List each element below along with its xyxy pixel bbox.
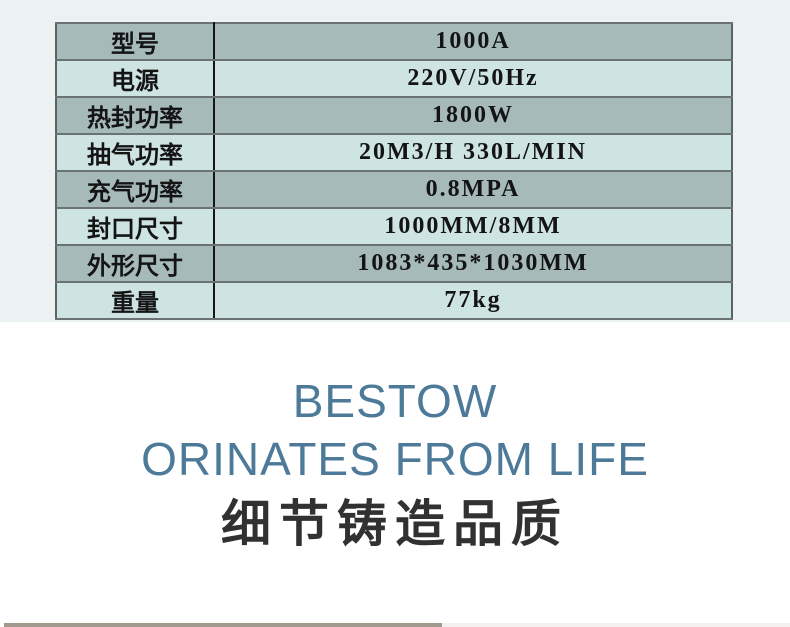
- spec-row-inflation-power: 充气功率 0.8MPA: [56, 170, 732, 209]
- next-section-edge-dark: [4, 623, 442, 627]
- spec-value: 220V/50Hz: [214, 59, 732, 98]
- spec-value: 77kg: [214, 281, 732, 320]
- spec-label: 封口尺寸: [56, 207, 215, 246]
- brand-name-text: BESTOW: [292, 375, 498, 427]
- spec-table: 型号 1000A 电源 220V/50Hz 热封功率 1800W 抽气功率 20…: [55, 22, 733, 320]
- spec-value: 20M3/H 330L/MIN: [214, 133, 732, 172]
- spec-value: 1800W: [214, 96, 732, 135]
- spec-value: 1000A: [214, 22, 732, 61]
- spec-label: 充气功率: [56, 170, 215, 209]
- spec-row-vacuum-power: 抽气功率 20M3/H 330L/MIN: [56, 133, 732, 172]
- spec-label: 热封功率: [56, 96, 215, 135]
- spec-label: 外形尺寸: [56, 244, 215, 283]
- spec-row-sealing-power: 热封功率 1800W: [56, 96, 732, 135]
- spec-value: 0.8MPA: [214, 170, 732, 209]
- tagline-english-text: ORINATES FROM LIFE: [141, 433, 649, 485]
- spec-value: 1083*435*1030MM: [214, 244, 732, 283]
- spec-row-model: 型号 1000A: [56, 22, 732, 61]
- spec-label: 重量: [56, 281, 215, 320]
- spec-value: 1000MM/8MM: [214, 207, 732, 246]
- spec-row-dimensions: 外形尺寸 1083*435*1030MM: [56, 244, 732, 283]
- spec-label: 型号: [56, 22, 215, 61]
- spec-label: 电源: [56, 59, 215, 98]
- next-section-edge-light: [442, 623, 790, 627]
- tagline-chinese-text: 细节铸造品质: [221, 496, 569, 552]
- spec-row-seal-size: 封口尺寸 1000MM/8MM: [56, 207, 732, 246]
- spec-label: 抽气功率: [56, 133, 215, 172]
- spec-row-weight: 重量 77kg: [56, 281, 732, 320]
- spec-row-power-supply: 电源 220V/50Hz: [56, 59, 732, 98]
- slogan-block: BESTOW ORINATES FROM LIFE 细节铸造品质: [0, 372, 790, 556]
